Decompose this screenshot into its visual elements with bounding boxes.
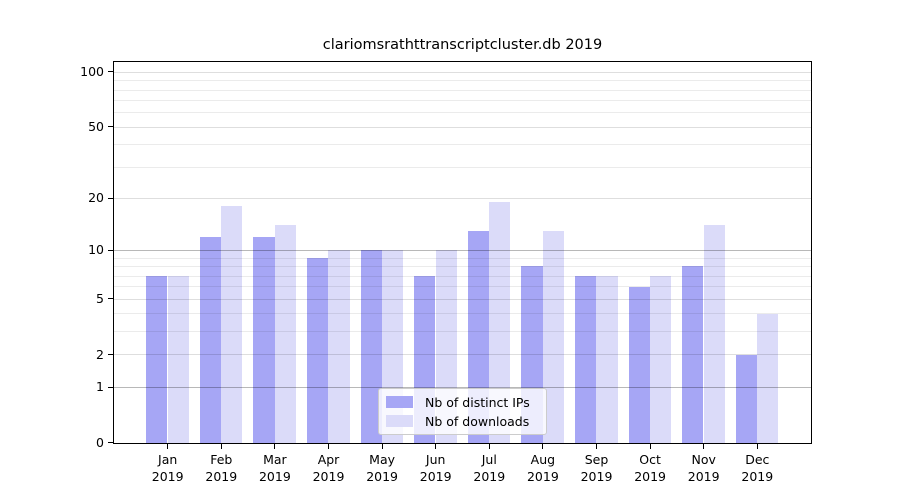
bar-sep-distinct-ips (574, 275, 597, 443)
bar-nov-distinct-ips (682, 266, 704, 443)
x-tick-label-feb: Feb 2019 (205, 452, 238, 484)
bar-jul-downloads (489, 202, 511, 443)
x-tick-label-mar: Mar 2019 (258, 452, 291, 484)
x-tick-label-jun: Jun 2019 (419, 452, 452, 484)
x-tick-apr (327, 444, 330, 449)
y-tick-label-100: 100 (80, 63, 104, 79)
bar-mar-downloads (274, 225, 297, 443)
y-tick-50 (108, 126, 113, 128)
legend-swatch-distinct-ips (386, 396, 413, 408)
x-tick-label-oct: Oct 2019 (634, 452, 666, 484)
chart-title: clariomsrathttranscriptcluster.db 2019 (322, 37, 603, 53)
x-tick-jan (167, 444, 169, 449)
bar-dec-distinct-ips (735, 354, 758, 443)
bar-jan-downloads (167, 275, 189, 443)
bar-aug-downloads (542, 230, 565, 443)
y-tick-0 (108, 442, 113, 444)
x-tick-label-jul: Jul 2019 (473, 452, 506, 484)
gridline-90 (114, 80, 811, 82)
y-tick-20 (108, 197, 113, 199)
legend-swatch-downloads (386, 415, 413, 427)
gridline-40 (114, 144, 811, 146)
y-tick-label-10: 10 (88, 242, 104, 258)
x-tick-label-apr: Apr 2019 (312, 452, 345, 484)
x-tick-label-nov: Nov 2019 (687, 452, 720, 484)
y-tick-label-1: 1 (96, 379, 104, 395)
y-tick-2 (108, 353, 113, 356)
gridline-100 (114, 71, 811, 73)
y-tick-label-50: 50 (88, 118, 104, 134)
y-tick-5 (108, 298, 113, 300)
gridline-30 (114, 166, 811, 168)
x-tick-may (381, 444, 383, 449)
y-tick-100 (108, 71, 113, 73)
legend-label-downloads: Nb of downloads (425, 413, 530, 429)
x-tick-mar (274, 444, 276, 449)
bar-apr-distinct-ips (306, 258, 329, 443)
x-tick-label-aug: Aug 2019 (526, 452, 559, 484)
bar-dec-downloads (757, 313, 779, 443)
x-tick-dec (756, 444, 758, 449)
legend: Nb of distinct IPs Nb of downloads (378, 388, 547, 435)
y-tick-10 (108, 249, 113, 251)
x-tick-label-sep: Sep 2019 (580, 452, 613, 484)
bar-jan-distinct-ips (146, 275, 168, 443)
bar-sep-downloads (596, 275, 618, 443)
gridline-70 (114, 100, 811, 102)
y-tick-1 (108, 386, 113, 388)
x-tick-sep (595, 444, 598, 449)
bar-may-distinct-ips (360, 250, 382, 443)
bar-oct-downloads (649, 275, 672, 443)
gridline-80 (114, 89, 811, 91)
x-tick-aug (542, 444, 544, 449)
legend-label-distinct-ips: Nb of distinct IPs (425, 394, 530, 410)
bar-oct-distinct-ips (628, 286, 650, 443)
gridline-60 (114, 112, 811, 114)
x-tick-label-dec: Dec 2019 (741, 452, 774, 484)
legend-item-distinct-ips: Nb of distinct IPs (386, 395, 538, 410)
y-tick-label-20: 20 (88, 190, 104, 206)
y-tick-label-0: 0 (96, 434, 104, 450)
gridline-50 (114, 126, 811, 128)
x-tick-oct (649, 444, 651, 449)
bar-apr-downloads (328, 250, 350, 443)
x-tick-nov (703, 444, 705, 449)
gridline-20 (114, 197, 811, 199)
y-tick-label-5: 5 (96, 290, 104, 306)
bar-mar-distinct-ips (253, 236, 275, 443)
y-tick-label-2: 2 (96, 346, 104, 362)
plot-area (113, 61, 812, 444)
x-tick-label-may: May 2019 (366, 452, 398, 484)
x-tick-label-jan: Jan 2019 (151, 452, 184, 484)
legend-item-downloads: Nb of downloads (386, 414, 538, 429)
bar-feb-downloads (221, 206, 243, 443)
bar-feb-distinct-ips (199, 236, 222, 443)
x-tick-feb (220, 444, 222, 449)
x-tick-jun (435, 444, 437, 449)
x-tick-jul (488, 444, 490, 449)
bar-nov-downloads (703, 225, 725, 443)
